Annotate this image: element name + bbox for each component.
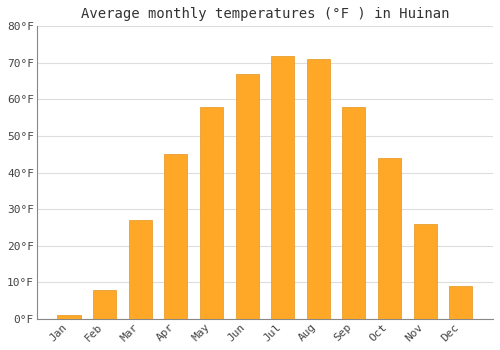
Bar (58, 315, 80, 319)
Bar (93, 290, 116, 319)
Bar (342, 107, 365, 319)
Bar (378, 158, 401, 319)
Bar (306, 59, 330, 319)
Bar (200, 107, 223, 319)
Bar (128, 220, 152, 319)
Title: Average monthly temperatures (°F ) in Huinan: Average monthly temperatures (°F ) in Hu… (80, 7, 449, 21)
Bar (164, 154, 188, 319)
Bar (414, 224, 436, 319)
Bar (449, 286, 472, 319)
Bar (236, 74, 258, 319)
Bar (271, 56, 294, 319)
